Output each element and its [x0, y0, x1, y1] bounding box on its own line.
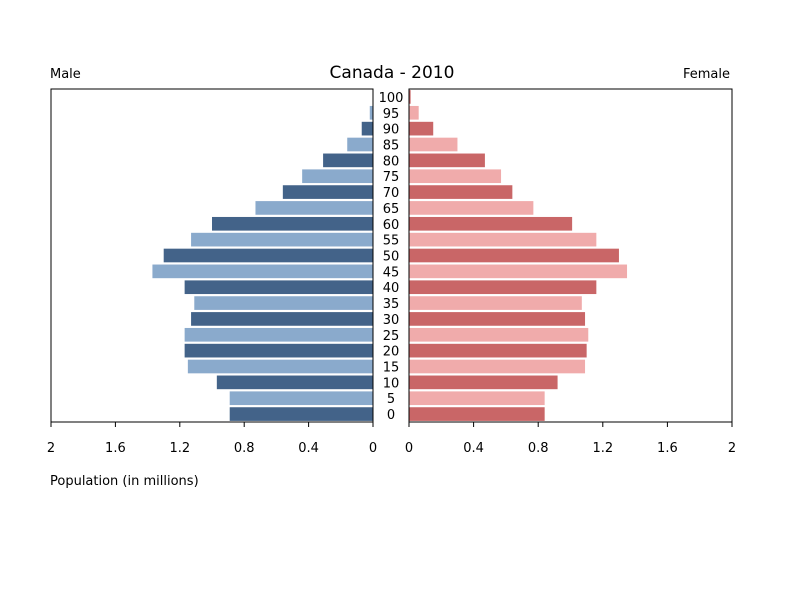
- male-tick-label: 0.4: [298, 441, 319, 456]
- male-bar-age-0: [229, 407, 373, 421]
- female-bar-age-25: [409, 327, 589, 342]
- age-label: 45: [383, 265, 400, 280]
- female-bar-age-90: [409, 121, 434, 136]
- female-side-label: Female: [683, 67, 730, 82]
- male-bar-age-40: [184, 280, 373, 295]
- age-label: 0: [387, 408, 395, 423]
- age-label: 15: [383, 361, 400, 376]
- age-label: 30: [383, 313, 400, 328]
- male-plot-frame: [50, 88, 374, 423]
- male-bar-age-15: [187, 359, 373, 374]
- female-bars: [409, 90, 628, 421]
- male-side-label: Male: [50, 67, 81, 82]
- female-bar-age-100: [409, 90, 411, 104]
- male-tick-label: 2: [47, 441, 55, 456]
- age-label: 95: [383, 107, 400, 122]
- female-tick-label: 2: [728, 441, 736, 456]
- age-label: 70: [383, 186, 400, 201]
- female-bar-age-5: [409, 391, 545, 406]
- female-bar-age-0: [409, 407, 545, 421]
- male-bar-age-90: [361, 121, 373, 136]
- age-label: 75: [383, 170, 400, 185]
- female-bar-age-80: [409, 153, 485, 168]
- age-label: 60: [383, 218, 400, 233]
- male-bar-age-25: [184, 327, 373, 342]
- female-bar-age-15: [409, 359, 586, 374]
- male-bar-age-55: [191, 232, 373, 247]
- male-bar-age-35: [194, 296, 373, 310]
- male-bars: [152, 90, 373, 421]
- female-bar-age-70: [409, 185, 513, 199]
- male-bar-age-45: [152, 264, 373, 279]
- age-label: 20: [383, 345, 400, 360]
- chart-title: Canada - 2010: [330, 63, 455, 83]
- male-bar-age-50: [163, 248, 373, 263]
- female-tick-label: 1.2: [592, 441, 613, 456]
- male-bar-age-75: [302, 169, 373, 184]
- male-tick-label: 0: [369, 441, 377, 456]
- age-label: 80: [383, 154, 400, 169]
- male-bar-age-70: [282, 185, 373, 199]
- age-label: 35: [383, 297, 400, 312]
- male-bar-age-20: [184, 343, 373, 358]
- female-bar-age-35: [409, 296, 582, 310]
- male-bar-age-5: [229, 391, 373, 406]
- age-label: 85: [383, 139, 400, 154]
- age-label: 5: [387, 392, 395, 407]
- male-bar-age-60: [212, 216, 373, 231]
- male-bar-age-10: [216, 375, 373, 390]
- age-label: 40: [383, 281, 400, 296]
- female-bar-age-40: [409, 280, 597, 295]
- female-tick-label: 0.8: [528, 441, 549, 456]
- age-label: 25: [383, 329, 400, 344]
- age-label: 90: [383, 123, 400, 138]
- age-labels: 0510152025303540455055606570758085909510…: [379, 91, 404, 423]
- female-bar-age-55: [409, 232, 597, 247]
- x-axis-ticks: 0 0 0.4 0.4 0.8 0.8 1.2 1.2 1.6 1.6 2 2: [47, 422, 736, 456]
- male-tick-label: 0.8: [234, 441, 255, 456]
- female-bar-age-50: [409, 248, 619, 263]
- female-bar-age-60: [409, 216, 573, 231]
- age-label: 50: [383, 250, 400, 265]
- female-bar-age-65: [409, 201, 534, 215]
- female-plot-frame: [408, 88, 733, 423]
- x-axis-label: Population (in millions): [50, 474, 199, 489]
- age-label: 10: [383, 376, 400, 391]
- female-bar-age-75: [409, 169, 502, 184]
- female-tick-label: 0.4: [463, 441, 484, 456]
- female-bar-age-10: [409, 375, 558, 390]
- female-tick-label: 1.6: [657, 441, 678, 456]
- male-bar-age-30: [191, 312, 373, 326]
- female-bar-age-30: [409, 312, 586, 326]
- female-bar-age-95: [409, 105, 419, 120]
- male-bar-age-65: [255, 201, 373, 215]
- age-label: 100: [379, 91, 404, 106]
- female-tick-label: 0: [405, 441, 413, 456]
- male-bar-age-80: [323, 153, 373, 168]
- female-bar-age-85: [409, 137, 458, 152]
- male-tick-label: 1.6: [105, 441, 126, 456]
- male-bar-age-85: [347, 137, 373, 152]
- female-bar-age-45: [409, 264, 628, 279]
- age-label: 55: [383, 234, 400, 249]
- female-bar-age-20: [409, 343, 587, 358]
- age-label: 65: [383, 202, 400, 217]
- male-bar-age-95: [369, 105, 373, 120]
- male-tick-label: 1.2: [169, 441, 190, 456]
